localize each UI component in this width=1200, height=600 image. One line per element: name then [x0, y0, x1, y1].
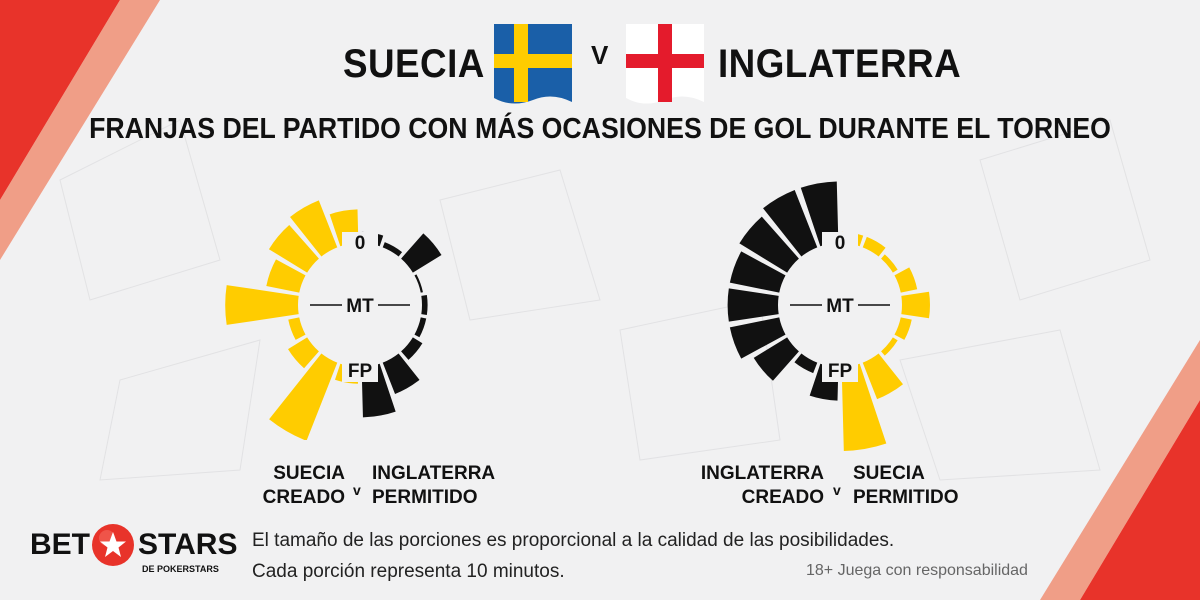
logo-bet-text: BET	[30, 528, 90, 561]
label-full-time-bg	[822, 360, 858, 382]
right-slice-7	[382, 353, 420, 394]
team-right-title: INGLATERRA	[718, 42, 962, 86]
versus-label: V	[591, 40, 609, 70]
right-slice-3	[414, 274, 423, 293]
left-slice-2	[739, 216, 799, 273]
radial-chart-england-created: 0 MT FP	[727, 181, 930, 451]
right-slice-6	[401, 337, 423, 360]
right-slice-5	[414, 317, 427, 338]
legend-left-state-a: CREADO	[262, 487, 345, 508]
sweden-flag-icon	[494, 24, 572, 104]
left-slice-1	[763, 190, 818, 257]
left-slice-6	[288, 337, 319, 369]
right-slice-1	[862, 236, 886, 257]
left-slice-4	[225, 285, 299, 325]
left-slice-0	[800, 181, 839, 247]
legend-left-team-b: INGLATERRA	[372, 463, 496, 484]
note-slice-size: El tamaño de las porciones es proporcion…	[252, 530, 895, 551]
left-slice-7	[269, 353, 338, 440]
legend-right-state-a: CREADO	[741, 487, 824, 508]
legend-right-state-b: PERMITIDO	[853, 487, 959, 508]
label-half-time: MT	[346, 296, 374, 317]
right-slice-5	[894, 317, 912, 340]
left-slice-3	[729, 251, 786, 293]
right-slice-4	[901, 291, 930, 319]
label-half-time: MT	[826, 296, 854, 317]
left-slice-7	[794, 353, 818, 374]
label-start-bg	[342, 232, 378, 254]
radial-chart-sweden-created: 0 MT FP	[225, 200, 442, 440]
england-flag-icon	[626, 24, 704, 104]
left-slice-6	[753, 337, 799, 381]
label-full-time: FP	[828, 361, 853, 382]
right-slice-1	[382, 242, 403, 257]
right-slice-7	[862, 353, 903, 400]
legend-left-state-b: PERMITIDO	[372, 487, 478, 508]
right-slice-4	[421, 295, 428, 315]
label-half-time-bg	[822, 295, 858, 317]
legend-left-v: v	[353, 482, 361, 498]
note-slice-minutes: Cada porción representa 10 minutos.	[252, 561, 565, 582]
right-slice-3	[894, 267, 918, 293]
label-start-bg	[822, 232, 858, 254]
left-slice-5	[288, 317, 306, 340]
right-slice-2	[401, 233, 442, 273]
left-slice-3	[266, 259, 306, 293]
legend-right-v: v	[833, 482, 841, 498]
label-full-time-bg	[342, 360, 378, 382]
legend-left-team-a: SUECIA	[273, 463, 345, 484]
left-slice-1	[290, 200, 338, 257]
star-ball-icon	[92, 524, 134, 566]
label-start: 0	[835, 233, 846, 254]
betstars-logo[interactable]: BET STARS DE POKERSTARS	[30, 522, 240, 582]
chart-subtitle: FRANJAS DEL PARTIDO CON MÁS OCASIONES DE…	[89, 113, 1111, 145]
label-full-time: FP	[348, 361, 373, 382]
right-slice-6	[881, 337, 898, 356]
left-slice-5	[729, 317, 786, 359]
legend-left: SUECIA CREADO v INGLATERRA PERMITIDO	[263, 462, 510, 512]
left-slice-4	[727, 288, 779, 322]
logo-stars-text: STARS	[138, 528, 238, 561]
logo-subtitle: DE POKERSTARS	[142, 564, 219, 574]
legend-right-team-b: SUECIA	[853, 463, 925, 484]
right-slice-2	[881, 254, 898, 273]
team-left-title: SUECIA	[343, 42, 485, 86]
right-slice-8	[841, 363, 887, 451]
legend-right: INGLATERRA CREADO v SUECIA PERMITIDO	[700, 462, 980, 512]
legend-right-team-a: INGLATERRA	[700, 463, 824, 484]
header: SUECIA V INGLATERRA	[0, 10, 1200, 104]
label-half-time-bg	[342, 295, 378, 317]
left-slice-2	[268, 225, 319, 273]
label-start: 0	[355, 233, 366, 254]
responsible-gambling-text: 18+ Juega con responsabilidad	[806, 562, 1028, 579]
